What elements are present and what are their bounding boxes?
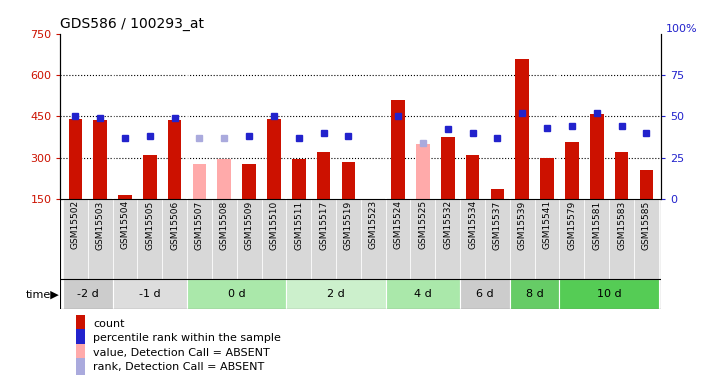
Bar — [535, 199, 560, 279]
Text: 2 d: 2 d — [327, 290, 345, 299]
Text: GSM15583: GSM15583 — [617, 200, 626, 250]
Bar — [609, 199, 634, 279]
Bar — [336, 199, 360, 279]
Bar — [410, 199, 435, 279]
Bar — [515, 58, 529, 199]
Text: 4 d: 4 d — [414, 290, 432, 299]
Bar — [460, 199, 485, 279]
Bar — [63, 199, 87, 279]
Text: GSM15581: GSM15581 — [592, 200, 602, 250]
Bar — [137, 199, 162, 279]
Bar — [76, 329, 85, 347]
Text: GDS586 / 100293_at: GDS586 / 100293_at — [60, 17, 205, 32]
Text: GSM15541: GSM15541 — [542, 200, 552, 249]
Bar — [391, 100, 405, 199]
Bar — [565, 142, 579, 199]
Bar — [187, 279, 287, 309]
Text: -1 d: -1 d — [139, 290, 161, 299]
Bar — [212, 199, 237, 279]
Bar — [435, 199, 460, 279]
Text: GSM15523: GSM15523 — [369, 200, 378, 249]
Bar — [262, 199, 287, 279]
Text: GSM15504: GSM15504 — [120, 200, 129, 249]
Text: 10 d: 10 d — [597, 290, 621, 299]
Bar — [615, 152, 629, 199]
Bar — [360, 199, 385, 279]
Bar — [560, 199, 584, 279]
Bar — [168, 120, 181, 199]
Bar — [466, 155, 479, 199]
Bar — [143, 155, 156, 199]
Text: value, Detection Call = ABSENT: value, Detection Call = ABSENT — [93, 348, 270, 358]
Text: GSM15510: GSM15510 — [269, 200, 279, 250]
Bar — [584, 199, 609, 279]
Text: percentile rank within the sample: percentile rank within the sample — [93, 333, 281, 343]
Bar — [187, 199, 212, 279]
Bar — [317, 152, 331, 199]
Text: GSM15502: GSM15502 — [71, 200, 80, 249]
Bar — [639, 170, 653, 199]
Text: 6 d: 6 d — [476, 290, 493, 299]
Bar — [311, 199, 336, 279]
Bar — [242, 164, 256, 199]
Bar — [560, 279, 659, 309]
Bar — [416, 144, 429, 199]
Text: rank, Detection Call = ABSENT: rank, Detection Call = ABSENT — [93, 362, 264, 372]
Text: 8 d: 8 d — [525, 290, 543, 299]
Bar — [485, 199, 510, 279]
Bar — [63, 279, 112, 309]
Text: GSM15539: GSM15539 — [518, 200, 527, 250]
Text: GSM15532: GSM15532 — [443, 200, 452, 249]
Bar — [68, 119, 82, 199]
Bar — [93, 120, 107, 199]
Bar — [385, 199, 410, 279]
Text: GSM15537: GSM15537 — [493, 200, 502, 250]
Bar — [76, 344, 85, 362]
Bar — [385, 279, 460, 309]
Bar — [76, 315, 85, 333]
Bar — [112, 199, 137, 279]
Text: -2 d: -2 d — [77, 290, 99, 299]
Bar — [590, 114, 604, 199]
Bar — [510, 199, 535, 279]
Text: GSM15508: GSM15508 — [220, 200, 229, 250]
Text: GSM15579: GSM15579 — [567, 200, 577, 250]
Bar — [510, 279, 560, 309]
Text: GSM15509: GSM15509 — [245, 200, 254, 250]
Text: count: count — [93, 319, 125, 329]
Bar — [287, 279, 385, 309]
Text: 100%: 100% — [665, 24, 697, 34]
Bar — [237, 199, 262, 279]
Text: GSM15505: GSM15505 — [145, 200, 154, 250]
Bar — [112, 279, 187, 309]
Text: GSM15517: GSM15517 — [319, 200, 328, 250]
Text: time▶: time▶ — [26, 290, 59, 299]
Bar — [491, 189, 504, 199]
Bar — [460, 279, 510, 309]
Bar — [341, 162, 356, 199]
Text: GSM15585: GSM15585 — [642, 200, 651, 250]
Bar — [162, 199, 187, 279]
Text: 0 d: 0 d — [228, 290, 245, 299]
Text: GSM15525: GSM15525 — [418, 200, 427, 249]
Bar — [287, 199, 311, 279]
Text: GSM15503: GSM15503 — [96, 200, 105, 250]
Text: GSM15506: GSM15506 — [170, 200, 179, 250]
Bar — [87, 199, 112, 279]
Text: GSM15534: GSM15534 — [468, 200, 477, 249]
Bar — [292, 159, 306, 199]
Bar — [267, 119, 281, 199]
Bar — [218, 159, 231, 199]
Bar — [193, 164, 206, 199]
Text: GSM15524: GSM15524 — [394, 200, 402, 249]
Text: GSM15507: GSM15507 — [195, 200, 204, 250]
Text: GSM15519: GSM15519 — [344, 200, 353, 250]
Bar — [540, 158, 554, 199]
Bar — [118, 195, 132, 199]
Bar — [76, 358, 85, 375]
Text: GSM15511: GSM15511 — [294, 200, 304, 250]
Bar — [441, 137, 454, 199]
Bar — [634, 199, 659, 279]
